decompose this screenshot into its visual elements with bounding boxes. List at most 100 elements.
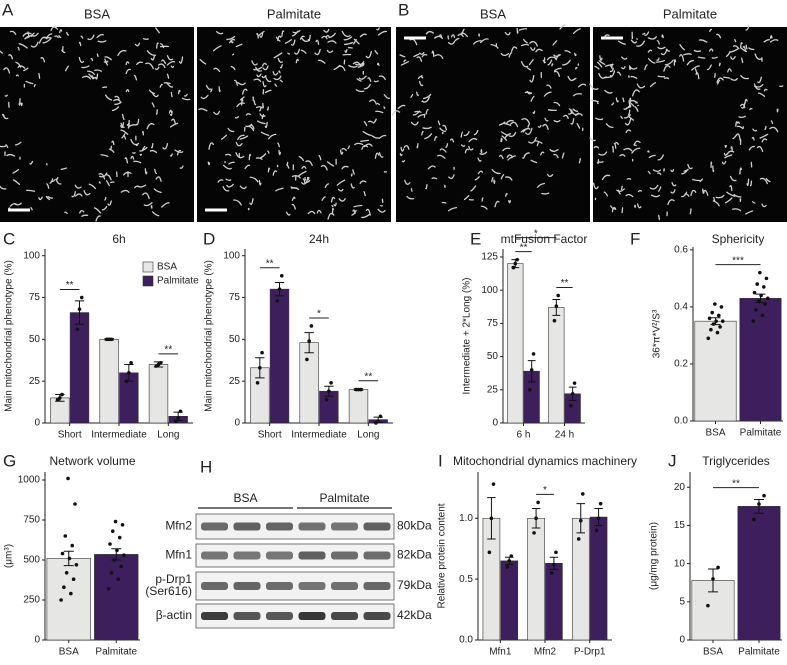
mitochondrion	[9, 30, 17, 35]
mitochondrion	[255, 157, 263, 160]
mitochondrion	[337, 65, 346, 72]
data-point	[67, 556, 72, 561]
mitochondrion	[740, 57, 744, 64]
mitochondrion	[448, 174, 455, 180]
mitochondrion	[723, 76, 731, 79]
mitochondrion	[650, 194, 660, 198]
micrograph	[197, 27, 391, 222]
bar	[507, 263, 524, 424]
mitochondrion	[230, 65, 236, 71]
mitochondrion	[422, 96, 430, 103]
mitochondrion	[553, 153, 559, 159]
mitochondrion	[679, 44, 686, 51]
mitochondrion	[66, 31, 70, 36]
y-tick-label: 0	[679, 635, 685, 646]
bar	[527, 517, 545, 641]
mitochondrion	[142, 130, 145, 136]
mitochondrion	[735, 121, 738, 127]
mitochondrion	[609, 68, 614, 73]
mitochondrion	[400, 61, 410, 66]
mitochondrion	[631, 89, 640, 97]
mitochondrion	[330, 196, 336, 203]
mitochondrion	[546, 84, 552, 89]
mitochondrion	[401, 159, 406, 163]
mitochondrion	[605, 123, 614, 129]
mitochondrion	[468, 145, 474, 151]
mitochondrion	[621, 66, 626, 70]
data-point	[60, 392, 64, 397]
mitochondrion	[0, 145, 7, 148]
mitochondrion	[732, 45, 740, 50]
mitochondrion	[598, 151, 608, 156]
data-point	[570, 391, 575, 396]
mitochondrion	[449, 138, 455, 143]
mitochondrion	[543, 91, 552, 97]
mitochondrion	[425, 183, 428, 190]
protein-label: Mfn2	[165, 519, 192, 533]
mitochondrion	[596, 102, 599, 105]
mitochondrion	[121, 113, 125, 121]
data-point	[115, 548, 119, 553]
mitochondrion	[144, 168, 148, 175]
mitochondrion	[537, 124, 542, 128]
mitochondrion	[55, 178, 62, 185]
mitochondrion	[403, 144, 410, 150]
mitochondrion	[563, 114, 569, 120]
mitochondrion	[749, 180, 753, 187]
mitochondrion	[5, 144, 9, 148]
mitochondrion	[279, 79, 283, 83]
data-point	[706, 336, 711, 341]
mitochondrion	[576, 122, 581, 129]
mitochondrion	[523, 152, 530, 158]
blot-band	[331, 582, 358, 590]
mitochondrion	[589, 137, 596, 142]
mitochondrion	[748, 145, 755, 151]
x-tick-label: Long	[357, 430, 379, 441]
mitochondrion	[445, 143, 449, 148]
mitochondrion	[150, 143, 154, 149]
mitochondrion	[127, 122, 130, 129]
mitochondrion	[422, 126, 432, 130]
panel-letter: B	[398, 0, 409, 19]
mitochondrion	[635, 101, 638, 104]
mitochondrion	[261, 114, 265, 120]
data-point	[71, 577, 76, 581]
bar	[694, 320, 737, 422]
data-point	[757, 502, 761, 506]
significance-label: **	[364, 371, 372, 382]
mitochondrion	[287, 52, 291, 55]
mitochondrion	[572, 108, 579, 113]
mitochondrion	[15, 61, 22, 68]
mitochondrion	[98, 173, 106, 180]
mitochondrion	[691, 65, 701, 71]
y-tick-label: 100	[481, 285, 498, 296]
mitochondrion	[259, 32, 264, 38]
mitochondrion	[603, 191, 609, 197]
mitochondrion	[315, 39, 320, 45]
mitochondrion	[683, 169, 687, 172]
mitochondrion	[151, 102, 155, 108]
mitochondrion	[657, 154, 664, 161]
panel-letter: G	[3, 451, 16, 470]
mitochondrion	[617, 40, 626, 45]
mitochondrion	[220, 134, 228, 140]
mitochondrion	[18, 43, 28, 49]
mitochondrion	[79, 209, 85, 214]
mitochondrion	[544, 117, 549, 122]
mitochondrion	[500, 137, 503, 142]
mitochondrion	[234, 79, 238, 86]
mitochondrion	[647, 170, 651, 175]
mitochondrion	[553, 101, 561, 107]
mitochondrion	[431, 177, 438, 180]
blot-band	[266, 612, 293, 620]
mitochondrion	[318, 59, 326, 64]
mitochondrion	[706, 64, 712, 71]
mitochondrion	[96, 33, 104, 39]
mitochondrion	[681, 191, 688, 198]
mitochondrion	[150, 55, 155, 61]
data-point	[255, 381, 260, 385]
mitochondrion	[371, 135, 379, 139]
mitochondrion	[555, 53, 560, 60]
mitochondrion	[763, 88, 768, 92]
